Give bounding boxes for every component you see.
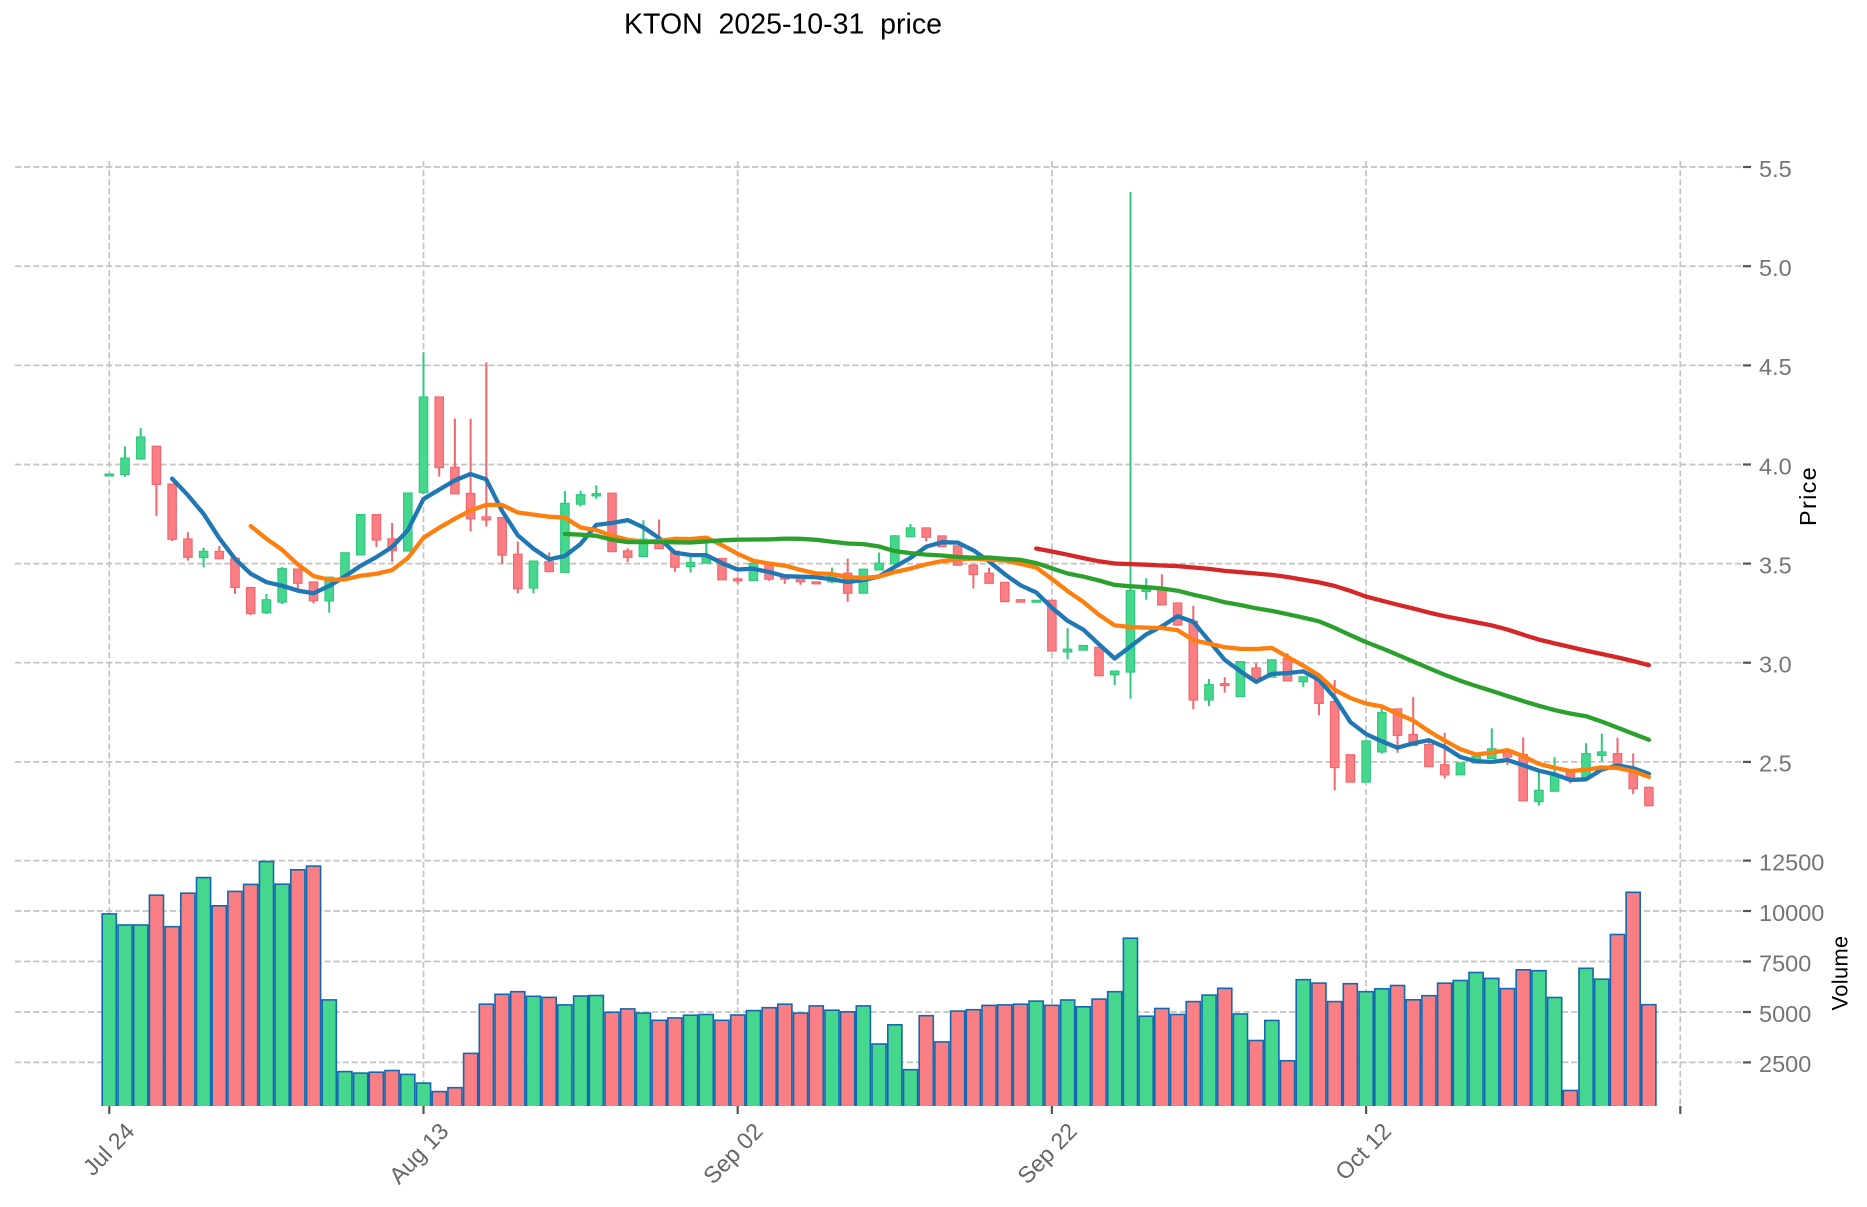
svg-text:Price: Price <box>1795 466 1821 526</box>
svg-text:5.5: 5.5 <box>1759 156 1792 182</box>
svg-text:2500: 2500 <box>1759 1051 1811 1077</box>
svg-text:3.0: 3.0 <box>1759 652 1792 678</box>
svg-text:Volume: Volume <box>1828 935 1853 1010</box>
svg-text:2.5: 2.5 <box>1759 751 1792 777</box>
svg-text:4.5: 4.5 <box>1759 354 1792 380</box>
svg-text:5000: 5000 <box>1759 1001 1811 1027</box>
svg-text:4.0: 4.0 <box>1759 453 1792 479</box>
svg-text:5.0: 5.0 <box>1759 255 1792 281</box>
svg-text:3.5: 3.5 <box>1759 552 1792 578</box>
svg-text:KTON 2025-10-31 price: KTON 2025-10-31 price <box>624 9 942 41</box>
svg-text:12500: 12500 <box>1759 849 1824 875</box>
svg-text:7500: 7500 <box>1759 950 1811 976</box>
svg-text:10000: 10000 <box>1759 900 1824 926</box>
